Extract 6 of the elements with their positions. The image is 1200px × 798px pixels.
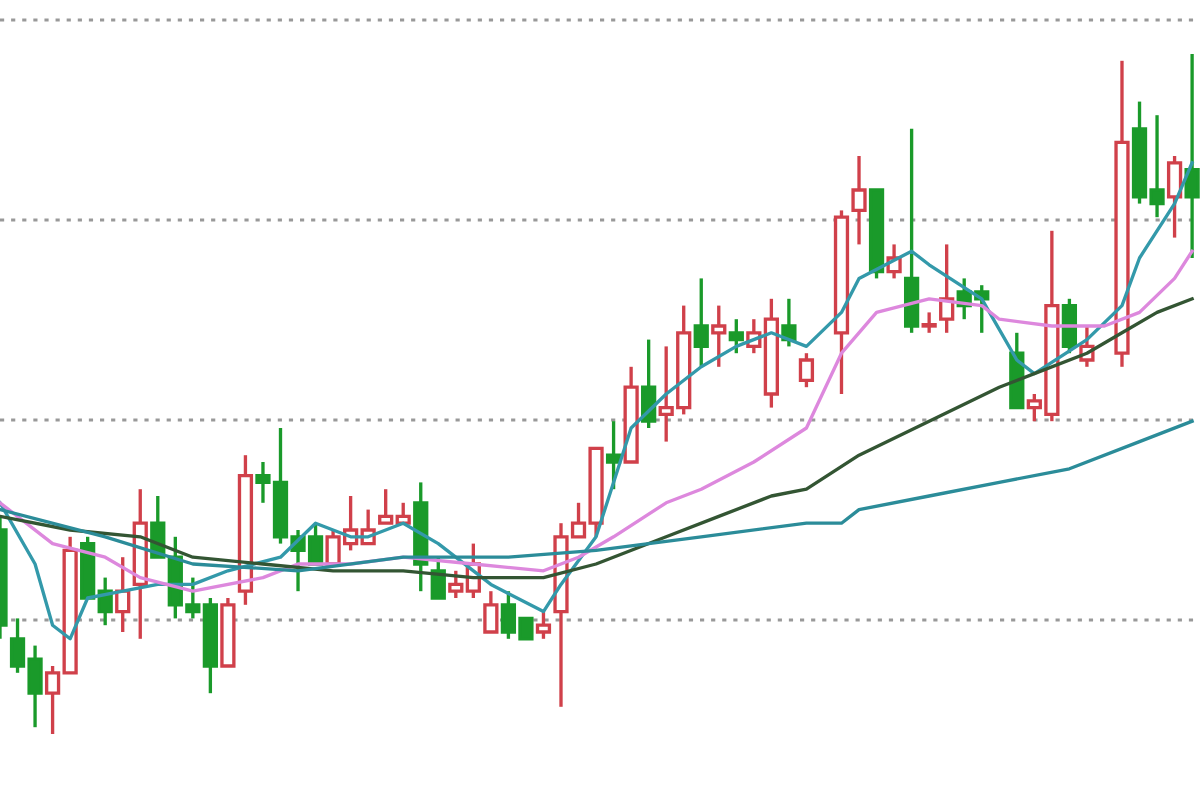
candlestick xyxy=(1184,54,1200,260)
candlestick xyxy=(851,154,867,247)
candlestick xyxy=(693,276,709,369)
candlestick xyxy=(605,419,622,491)
candlestick xyxy=(1114,59,1130,369)
candlestick xyxy=(711,303,727,369)
